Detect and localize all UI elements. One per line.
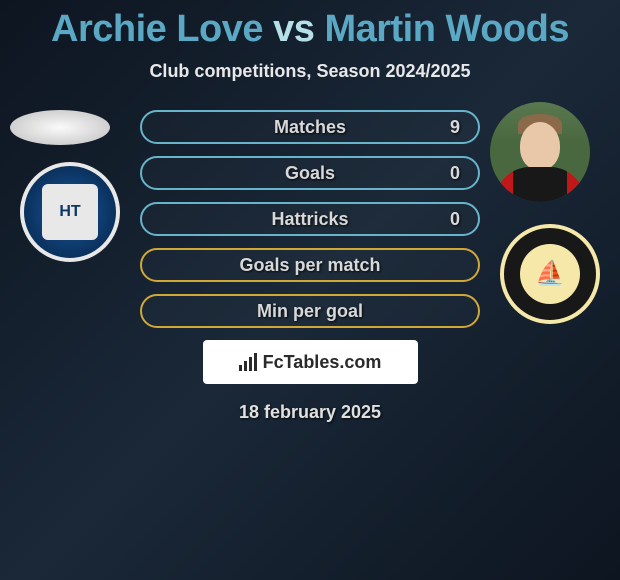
vs-text: vs xyxy=(273,8,314,50)
stat-row: Goals 0 xyxy=(140,156,480,190)
player2-avatar xyxy=(490,102,590,202)
branding-box: FcTables.com xyxy=(203,340,418,384)
stat-row: Min per goal xyxy=(140,294,480,328)
stat-label: Min per goal xyxy=(257,301,363,322)
stat-row: Hattricks 0 xyxy=(140,202,480,236)
subtitle: Club competitions, Season 2024/2025 xyxy=(0,61,620,82)
stat-row: Matches 9 xyxy=(140,110,480,144)
stat-label: Matches xyxy=(274,117,346,138)
player2-club-badge: ⛵ xyxy=(500,224,600,324)
stats-table: Matches 9 Goals 0 Hattricks 0 Goals per match M… xyxy=(140,102,480,328)
stat-value-right: 9 xyxy=(450,117,460,138)
player1-club-badge: HT xyxy=(20,162,120,262)
chart-icon xyxy=(239,353,257,371)
date-text: 18 february 2025 xyxy=(0,402,620,423)
stat-label: Goals per match xyxy=(239,255,380,276)
branding-text: FcTables.com xyxy=(263,352,382,373)
stat-value-right: 0 xyxy=(450,209,460,230)
player1-name: Archie Love xyxy=(51,8,263,50)
stat-row: Goals per match xyxy=(140,248,480,282)
page-title: Archie Love vs Martin Woods xyxy=(0,0,620,51)
content-area: HT ⛵ Matches 9 Goals 0 Hattricks 0 Goals per m… xyxy=(0,102,620,423)
club1-abbr: HT xyxy=(42,184,97,239)
stat-label: Hattricks xyxy=(271,209,348,230)
ship-icon: ⛵ xyxy=(520,244,580,304)
stat-label: Goals xyxy=(285,163,335,184)
player2-name: Martin Woods xyxy=(324,8,569,50)
player1-avatar xyxy=(10,110,110,145)
stat-value-right: 0 xyxy=(450,163,460,184)
